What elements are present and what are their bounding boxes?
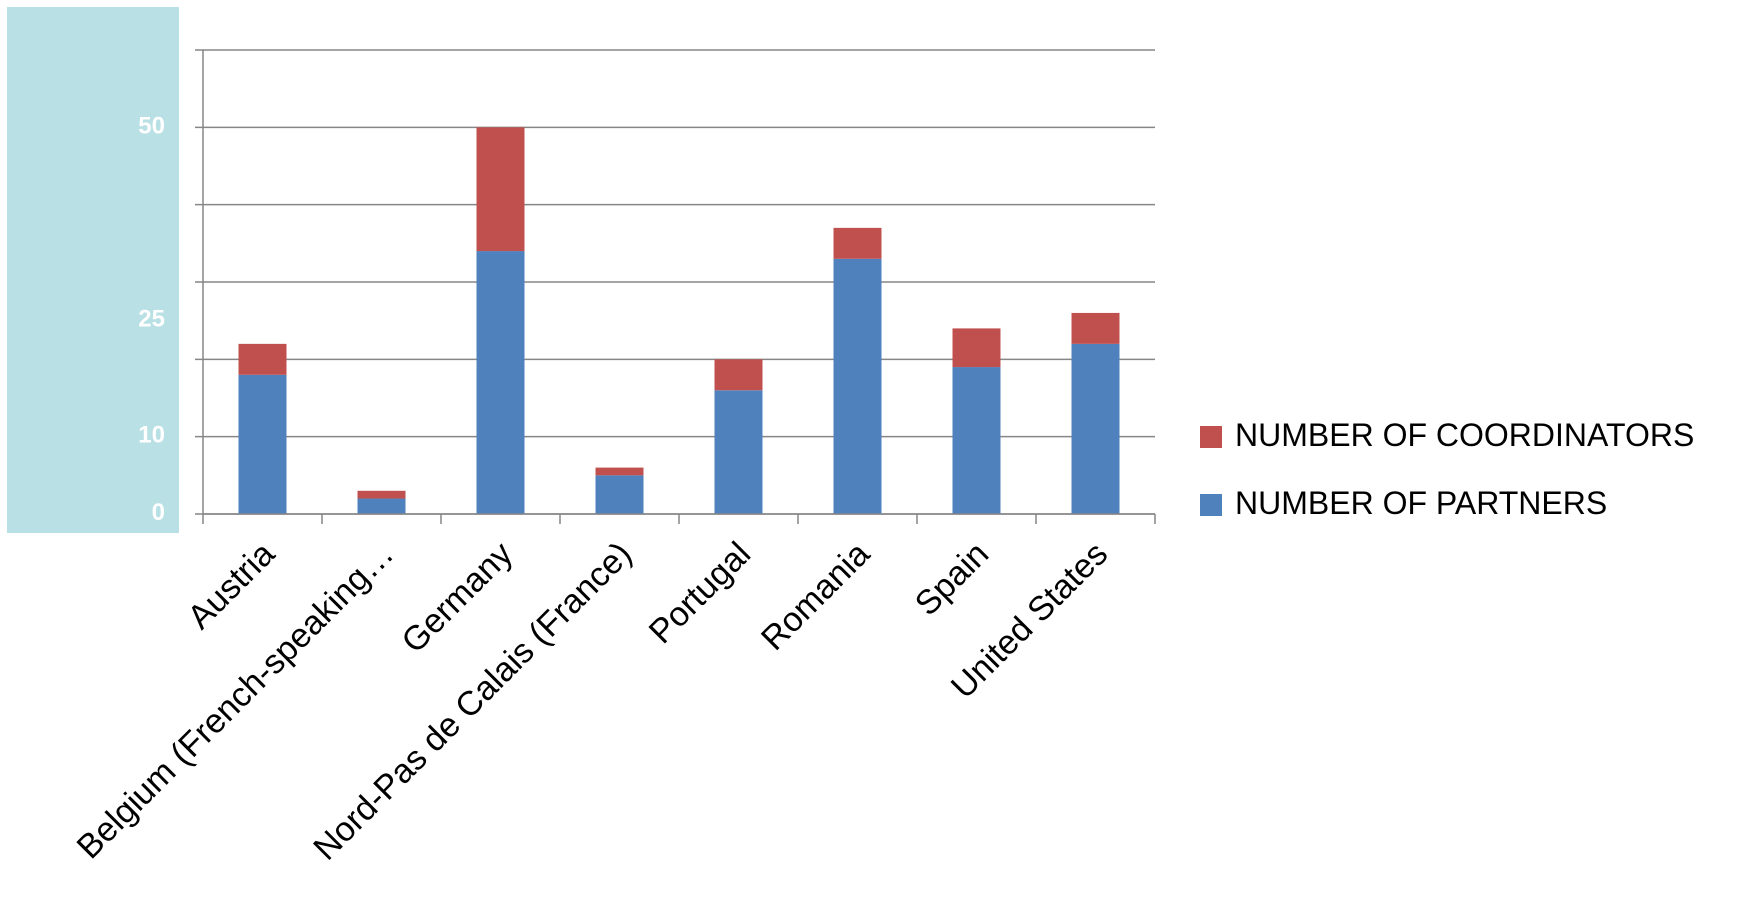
y-axis-panel [7,7,179,533]
bar-coordinators [833,227,882,259]
legend-swatch [1200,494,1222,516]
bar-coordinators [952,328,1001,368]
legend-label: NUMBER OF COORDINATORS [1235,417,1694,453]
gridlines [195,49,1155,515]
bar-coordinators [357,490,406,499]
x-tick-label: Romania [754,535,877,658]
axes [202,50,1156,524]
bar-coordinators [238,343,287,375]
x-tick-label: Spain [908,535,996,623]
bar-partners [952,367,1001,514]
legend-label: NUMBER OF PARTNERS [1235,485,1607,521]
bar-partners [833,258,882,514]
bar-partners [1071,343,1120,514]
bar-partners [476,251,525,515]
bars [238,127,1120,515]
x-tick-label: Portugal [642,535,758,651]
bar-partners [357,498,406,514]
bar-partners [714,390,763,514]
y-tick-label: 10 [138,422,165,449]
bar-partners [595,475,644,514]
y-tick-labels: 0 10 25 50 [138,112,165,526]
y-tick-label: 50 [138,112,165,139]
bar-coordinators [595,467,644,476]
legend: NUMBER OF COORDINATORS NUMBER OF PARTNERS [1200,417,1694,521]
bar-partners [238,374,287,514]
bar-coordinators [714,359,763,391]
bar-coordinators [476,127,525,252]
x-tick-label: Austria [180,535,282,637]
bar-coordinators [1071,312,1120,344]
y-tick-label: 25 [138,306,165,333]
x-tick-label: Germany [394,535,520,661]
y-tick-label: 0 [152,499,165,526]
legend-swatch [1200,426,1222,448]
